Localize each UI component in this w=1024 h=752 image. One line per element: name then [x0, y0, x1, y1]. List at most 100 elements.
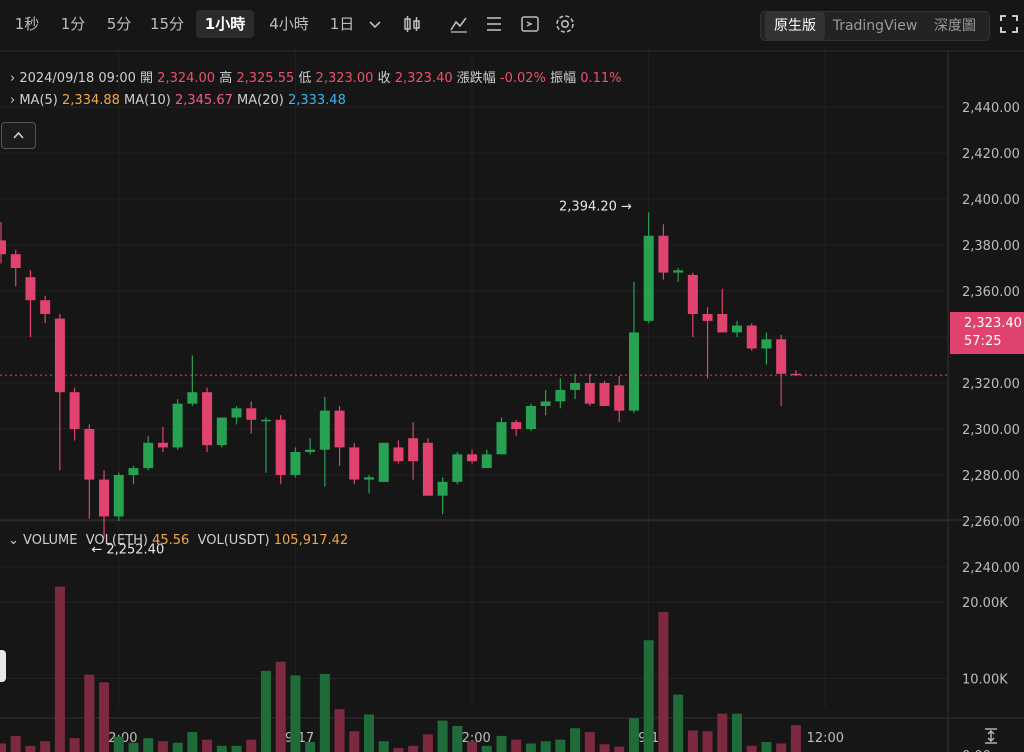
- candle-body: [393, 447, 404, 462]
- volume-bar: [467, 741, 478, 752]
- timeframe-2[interactable]: 5分: [106, 15, 132, 33]
- candle-body: [290, 452, 301, 475]
- chart-source-switch: 原生版 TradingView 深度圖: [760, 11, 990, 41]
- candle-body: [702, 314, 713, 321]
- vol-eth-value: 45.56: [152, 533, 190, 548]
- ma-collapse-icon[interactable]: ›: [10, 93, 16, 108]
- settings-icon[interactable]: [554, 13, 576, 35]
- volume-tick-label: 0.00: [962, 749, 991, 752]
- volume-bar: [216, 745, 227, 752]
- timeframe-6[interactable]: 1日: [329, 15, 355, 33]
- source-tab-1[interactable]: TradingView: [832, 18, 918, 34]
- volume-bar: [275, 661, 286, 752]
- candle-body: [776, 339, 787, 374]
- volume-bar: [10, 735, 21, 752]
- volume-bar: [481, 745, 492, 752]
- ma10-value: 2,345.67: [174, 93, 233, 108]
- close-label: 收: [377, 71, 391, 86]
- high-label: 高: [219, 71, 233, 86]
- source-tab-2[interactable]: 深度圖: [934, 18, 976, 34]
- candle-body: [599, 383, 610, 406]
- volume-bar: [496, 735, 507, 752]
- candle-body: [172, 403, 183, 448]
- volume-bar: [99, 682, 110, 752]
- price-tick-label: 2,380.00: [962, 239, 1020, 254]
- current-price-tag: 2,323.40 57:25: [950, 312, 1024, 354]
- time-tick-label: 12:00: [807, 731, 844, 746]
- ohlc-collapse-icon[interactable]: ›: [10, 71, 16, 86]
- volume-bar: [584, 732, 595, 752]
- candle-body: [40, 300, 51, 314]
- volume-bar: [349, 731, 360, 752]
- timeframe-3[interactable]: 15分: [149, 15, 185, 33]
- candle-body: [525, 406, 536, 429]
- volume-bar: [187, 732, 198, 752]
- candle-body: [113, 475, 124, 517]
- volume-collapse-icon[interactable]: ⌄: [8, 533, 19, 548]
- volume-bar: [408, 745, 419, 752]
- volume-bar: [643, 640, 654, 752]
- collapse-legend-button[interactable]: [1, 122, 36, 149]
- chevron-up-icon: [13, 131, 24, 139]
- volume-tick-label: 20.00K: [962, 596, 1008, 611]
- indicator-icon[interactable]: [448, 13, 470, 35]
- candle-body: [69, 392, 80, 429]
- volume-bar: [540, 741, 551, 752]
- current-price-value: 2,323.40: [964, 316, 1022, 331]
- volume-bar: [113, 736, 124, 752]
- price-tick-label: 2,400.00: [962, 193, 1020, 208]
- volume-bar: [393, 748, 404, 752]
- candle-type-icon[interactable]: [401, 13, 423, 35]
- candle-body: [128, 468, 139, 475]
- candle-body: [511, 422, 522, 429]
- fullscreen-icon[interactable]: [998, 13, 1020, 35]
- volume-bar: [452, 725, 463, 752]
- candle-body: [717, 314, 728, 333]
- volume-bar: [25, 745, 36, 752]
- volume-bar: [717, 713, 728, 752]
- candle-body: [687, 274, 698, 314]
- vol-usdt-label: VOL(USDT): [197, 533, 270, 548]
- candle-body: [99, 479, 110, 517]
- volume-bar: [776, 743, 787, 752]
- volume-bar: [334, 709, 345, 752]
- candle-body: [555, 389, 566, 402]
- volume-bar: [614, 746, 625, 752]
- volume-bar: [658, 611, 669, 752]
- volume-label: VOLUME: [23, 533, 78, 548]
- chevron-down-icon[interactable]: [364, 13, 386, 35]
- volume-bar: [511, 739, 522, 752]
- timeframe-4[interactable]: 1小時: [196, 10, 254, 38]
- volume-bar: [525, 743, 536, 752]
- volume-bar: [246, 739, 257, 752]
- amplitude-value: 0.11%: [580, 71, 622, 86]
- candle-body: [202, 392, 213, 446]
- replay-icon[interactable]: [519, 13, 541, 35]
- candle-body: [378, 442, 389, 482]
- list-icon[interactable]: [483, 13, 505, 35]
- timeframe-5[interactable]: 4小時: [269, 15, 309, 33]
- price-tick-label: 2,360.00: [962, 285, 1020, 300]
- candle-body: [10, 254, 21, 268]
- chart-toolbar: 1秒 1分 5分 15分 1小時 4小時 1日 原生版 TradingView 深度圖: [0, 0, 1024, 50]
- time-tick-label: 12:00: [453, 731, 490, 746]
- volume-bar: [673, 694, 684, 752]
- volume-bar: [732, 713, 742, 752]
- candle-body: [260, 419, 271, 422]
- side-panel-handle[interactable]: [0, 650, 6, 682]
- volume-bar: [319, 673, 330, 752]
- open-value: 2,324.00: [157, 71, 216, 86]
- volume-bar: [172, 742, 183, 752]
- scale-reset-icon[interactable]: [982, 727, 1000, 745]
- amplitude-label: 振幅: [550, 71, 577, 86]
- ma5-label: MA(5): [19, 93, 58, 108]
- volume-bar: [69, 738, 80, 752]
- candle-body: [275, 419, 286, 475]
- timeframe-1[interactable]: 1分: [60, 15, 86, 33]
- candle-body: [305, 449, 316, 452]
- candle-body: [84, 429, 95, 480]
- timeframe-0[interactable]: 1秒: [14, 15, 40, 33]
- source-tab-0[interactable]: 原生版: [765, 12, 825, 40]
- candle-body: [25, 277, 36, 301]
- volume-bar: [0, 743, 6, 752]
